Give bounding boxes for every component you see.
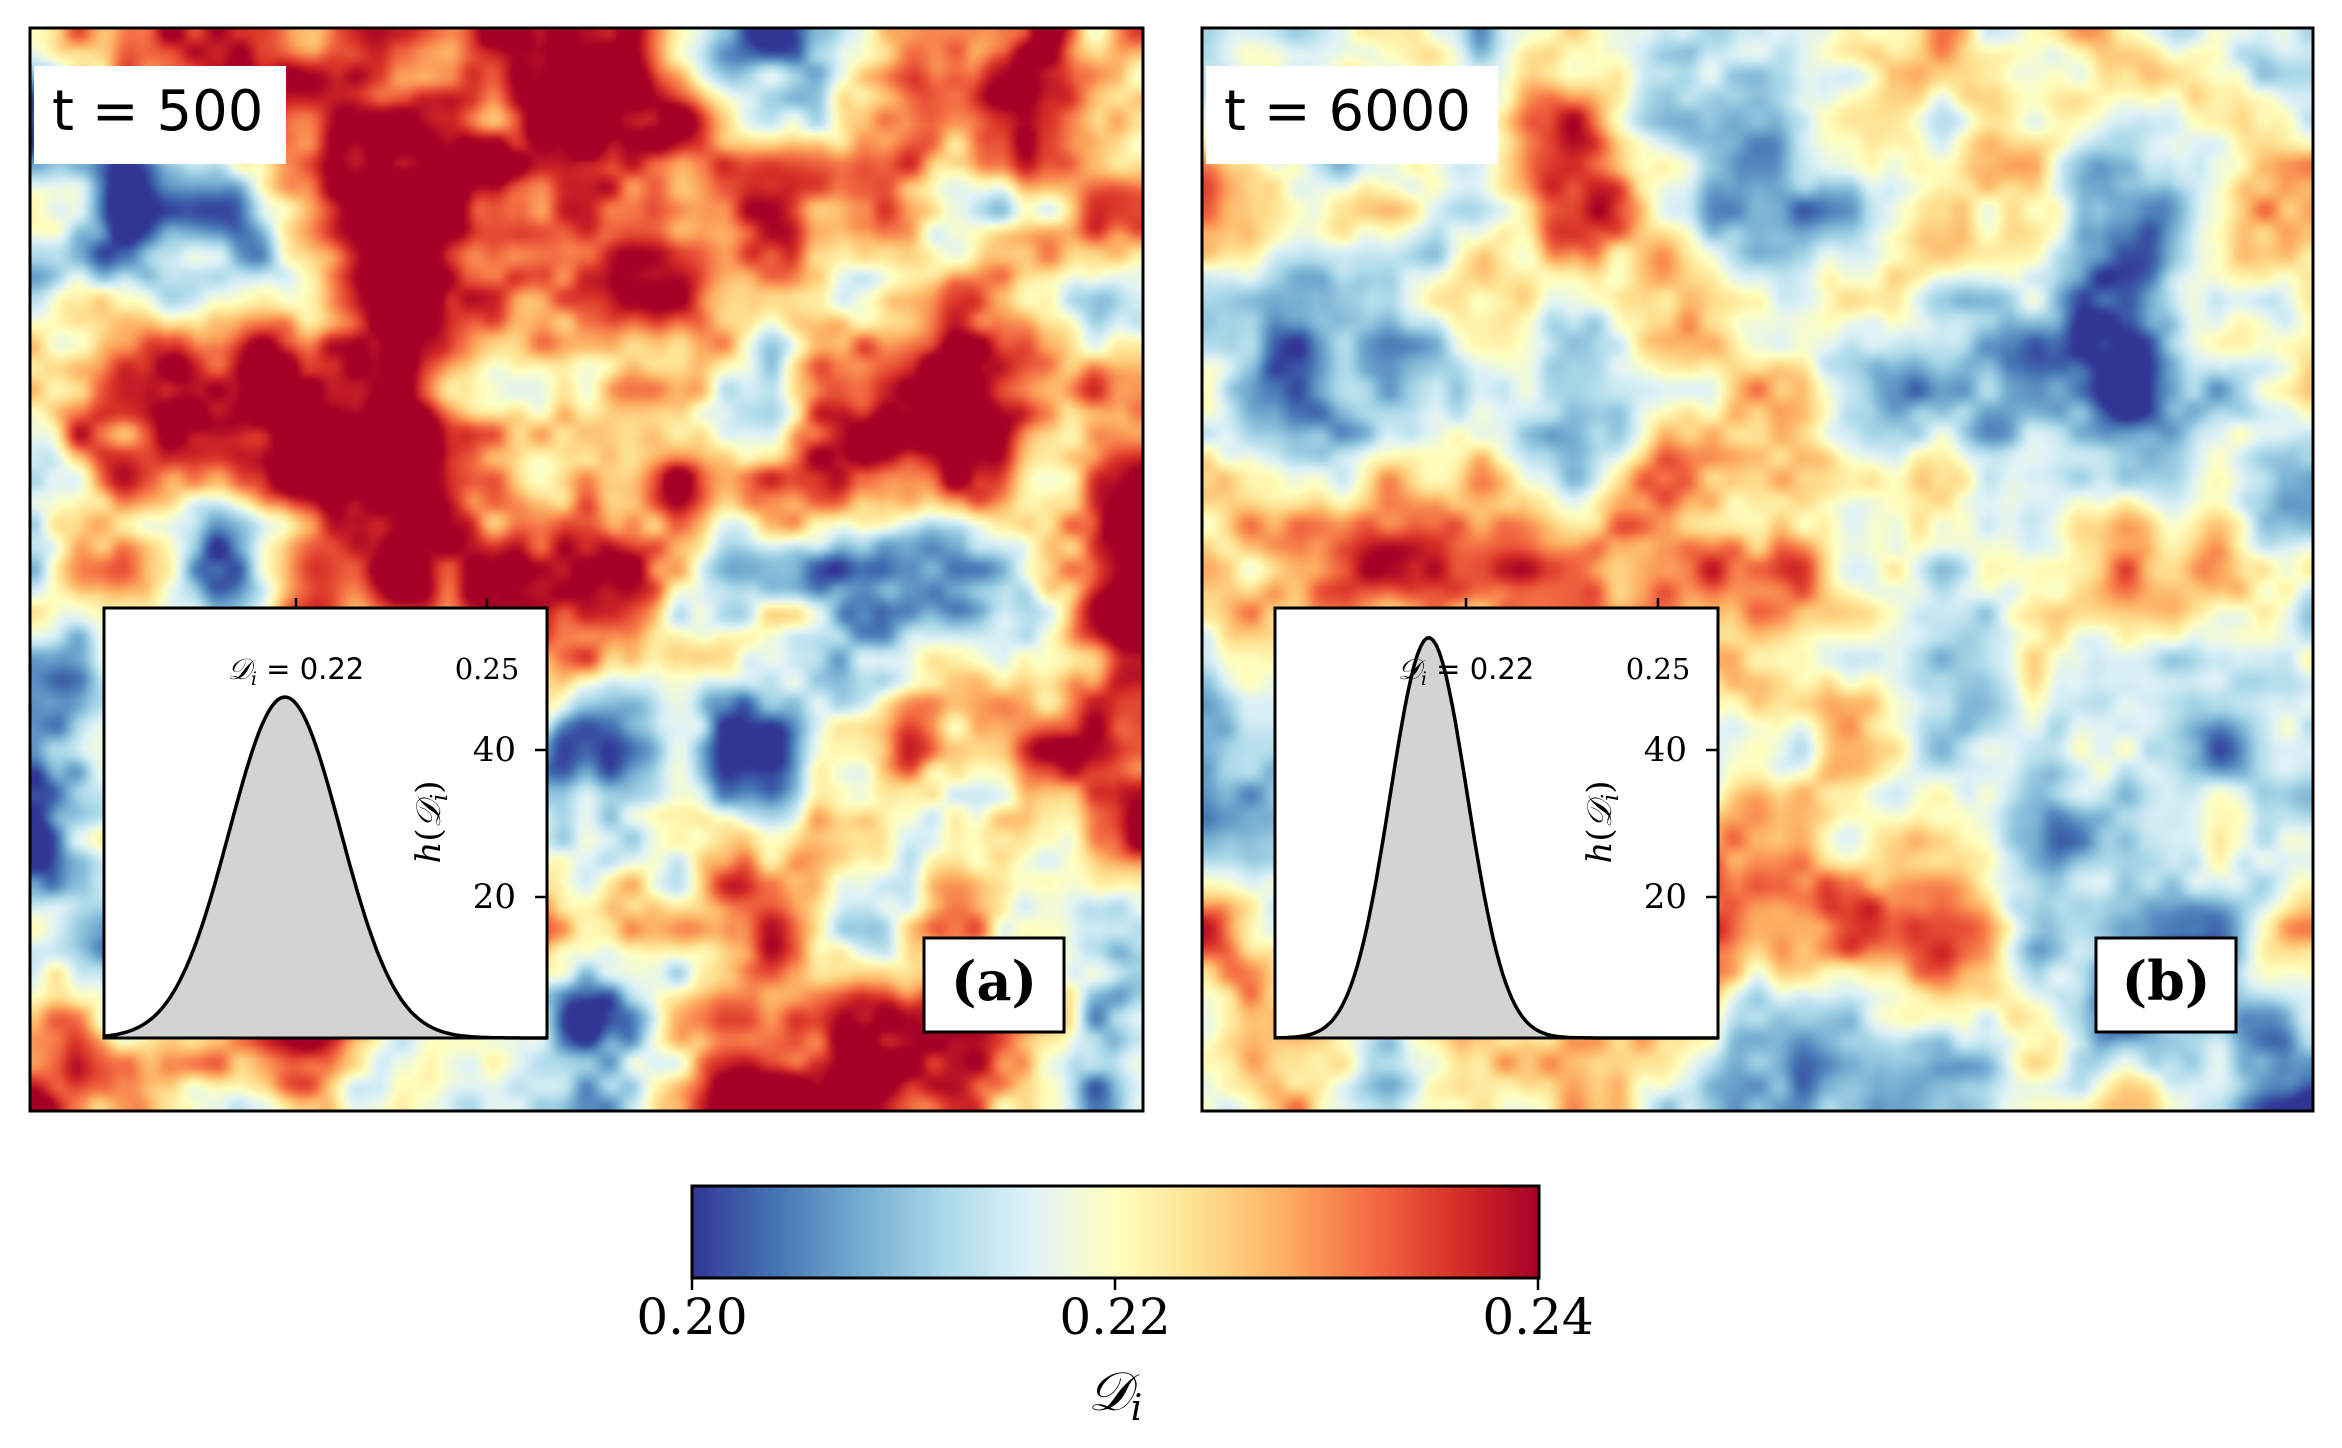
panel-b-frame: [1200, 26, 2315, 1113]
time-label-a: t = 500: [52, 79, 263, 144]
inset-b-xtick-label-1: 𝒟i = 0.22: [1398, 652, 1535, 690]
inset-b-ytick-label-40: 40: [1644, 730, 1687, 770]
panel-b: t = 6000 (b) 𝒟i = 0.22 0.25 20 40 h(𝒟i): [1200, 26, 2315, 1113]
panel-label-box-b: (b): [2094, 936, 2238, 1034]
time-label-box-a: t = 500: [34, 66, 286, 164]
inset-a-frame: [102, 606, 549, 1040]
inset-a-ylabel: h(𝒟i): [409, 781, 453, 864]
inset-histogram-a: 𝒟i = 0.22 0.25 20 40 h(𝒟i): [102, 598, 549, 1040]
time-label-b: t = 6000: [1224, 79, 1471, 144]
panel-label-a: (a): [951, 949, 1037, 1013]
panel-a-frame: [28, 26, 1145, 1113]
colorbar-tick-label-1: 0.20: [636, 1288, 747, 1346]
panel-label-box-a: (a): [922, 936, 1066, 1034]
inset-a-ytick-label-20: 20: [473, 877, 516, 917]
colorbar-gradient: [690, 1184, 1541, 1280]
inset-a-xtick-label-2: 0.25: [455, 652, 520, 686]
colorbar-label: 𝒟i: [1088, 1360, 1143, 1429]
time-label-box-b: t = 6000: [1206, 66, 1498, 164]
inset-histogram-b: 𝒟i = 0.22 0.25 20 40 h(𝒟i): [1273, 598, 1720, 1040]
panel-label-b: (b): [2122, 949, 2211, 1013]
histogram-area-a: [104, 697, 547, 1038]
inset-a-xtick-label-1: 𝒟i = 0.22: [228, 652, 365, 690]
inset-b-ytick-label-20: 20: [1644, 877, 1687, 917]
inset-a-ytick-label-40: 40: [473, 730, 516, 770]
histogram-area-b: [1275, 637, 1718, 1038]
colorbar-tick-label-2: 0.22: [1059, 1288, 1170, 1346]
panel-a: t = 500 (a) 𝒟i = 0.22 0.25 20 40 h(𝒟i): [28, 26, 1145, 1113]
colorbar-tick-label-3: 0.24: [1482, 1288, 1593, 1346]
inset-b-ylabel: h(𝒟i): [1580, 781, 1624, 864]
colorbar: 0.20 0.22 0.24 𝒟i: [636, 1184, 1594, 1429]
inset-b-frame: [1273, 606, 1720, 1040]
inset-b-xtick-label-2: 0.25: [1626, 652, 1691, 686]
